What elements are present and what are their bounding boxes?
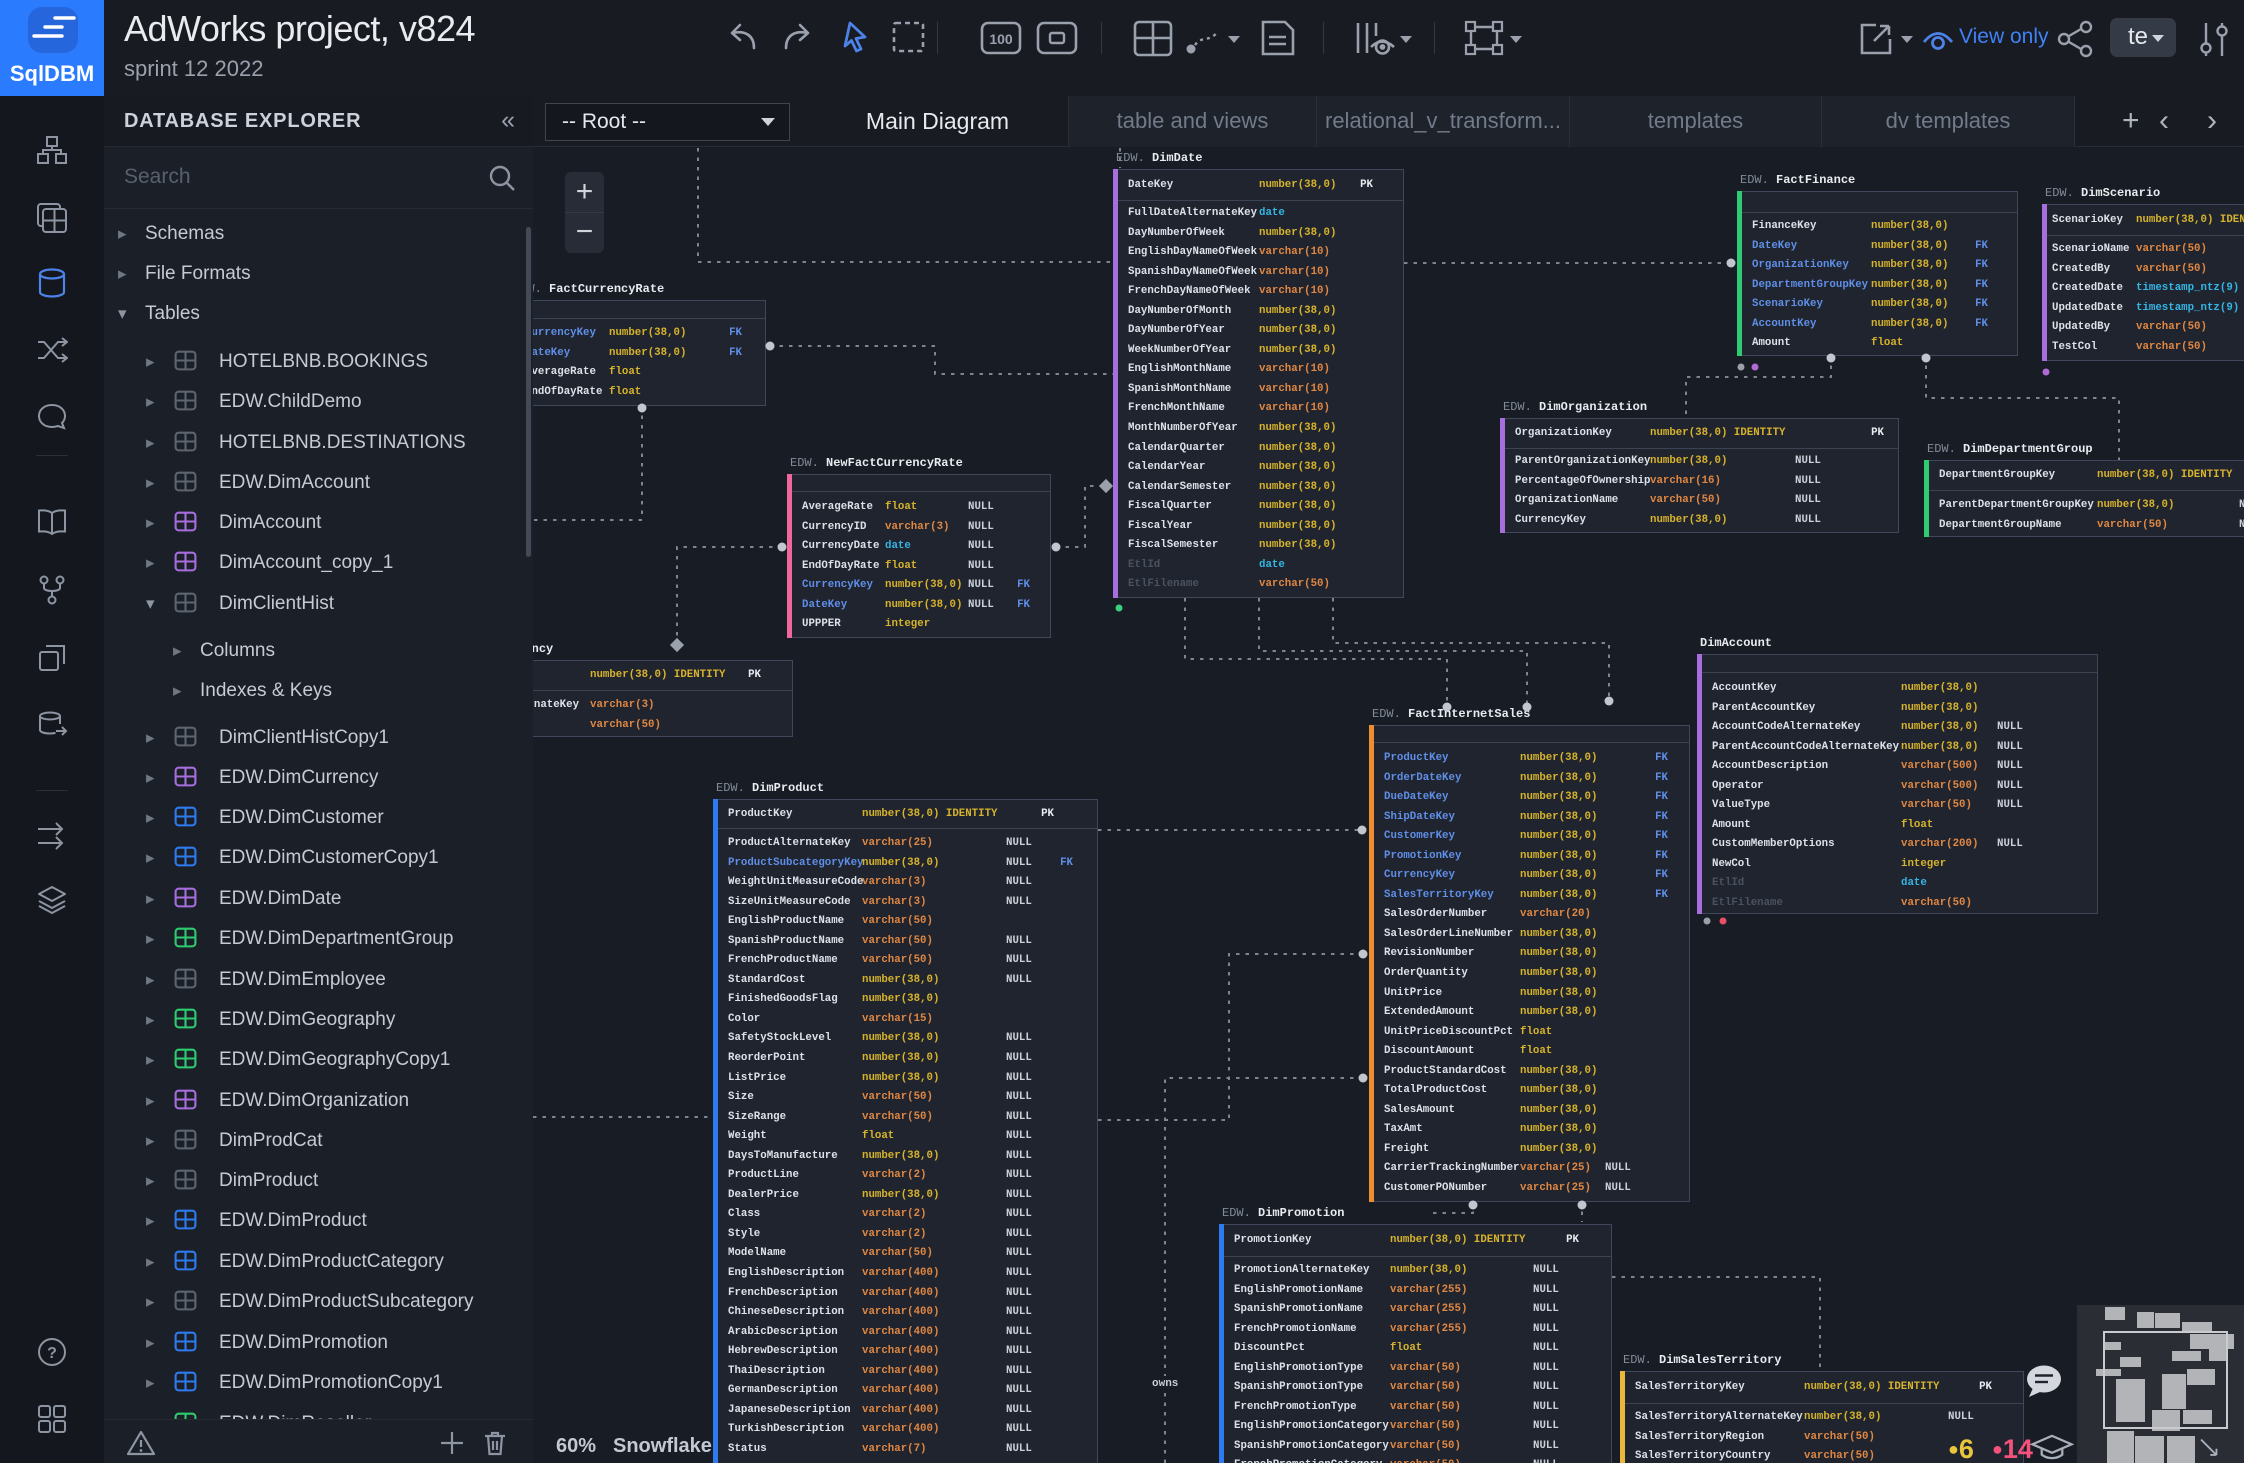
svg-text:100: 100 xyxy=(989,31,1013,47)
svg-text:?: ? xyxy=(47,1345,57,1362)
